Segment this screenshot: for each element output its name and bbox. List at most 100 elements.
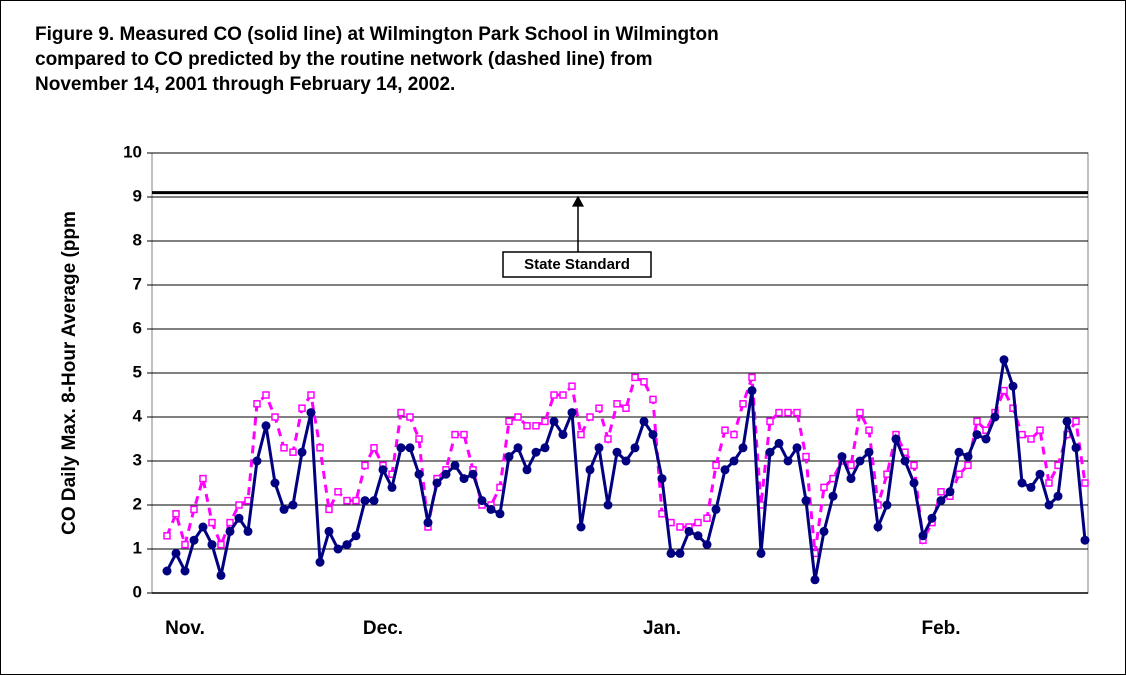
data-point [1026,482,1036,492]
data-point [262,391,270,399]
data-point [684,526,694,536]
data-point [855,456,865,466]
data-point [784,408,792,417]
data-point [226,518,234,527]
data-point [243,526,253,536]
data-point [324,526,334,536]
data-point [550,391,558,399]
data-point [990,412,1000,422]
data-point [450,460,460,470]
data-point [343,496,351,505]
data-point [1018,430,1026,439]
data-point [909,478,919,488]
data-point [261,421,271,431]
data-point [387,482,397,492]
data-point [613,400,621,408]
data-point [712,461,720,470]
x-tick-label: Nov. [165,618,205,639]
data-point [748,373,756,382]
data-point [900,456,910,466]
y-tick-label: 10 [123,142,142,161]
y-tick-label: 1 [133,538,142,557]
data-point [1044,500,1054,510]
title-line: compared to CO predicted by the routine … [35,49,653,70]
data-point [558,430,568,440]
arrow-head [572,195,584,207]
data-point [873,522,883,532]
data-point [531,447,541,457]
data-point [496,483,504,492]
data-point [819,526,829,536]
data-point [495,509,505,519]
y-tick-label: 7 [133,274,142,293]
data-point [1008,381,1018,391]
data-point [405,443,415,453]
data-point [585,465,595,475]
data-point [631,373,639,382]
data-point [325,505,333,514]
data-point [280,444,288,452]
data-point [891,434,901,444]
data-point [693,531,703,541]
data-point [711,504,721,514]
data-point [865,426,873,434]
data-point [432,478,442,488]
data-point [774,438,784,448]
data-point [441,469,451,479]
data-point [1081,479,1089,487]
data-point [1017,478,1027,488]
data-point [199,474,207,483]
data-point [792,443,802,453]
data-point [1000,386,1008,395]
data-point [244,496,252,505]
data-point [846,474,856,484]
data-point [594,443,604,453]
data-point [459,474,469,484]
data-point [522,465,532,475]
data-point [1072,417,1080,426]
data-point [837,452,847,462]
data-point [612,447,622,457]
data-point [621,456,631,466]
title-line: Figure 9. Measured CO (solid line) at Wi… [35,24,719,45]
data-point [927,513,937,523]
data-point [577,430,585,439]
data-point [783,456,793,466]
data-point [225,526,235,536]
annotation-box [502,251,652,278]
data-point [576,522,586,532]
data-point [828,491,838,501]
data-point [414,469,424,479]
data-point [505,417,513,426]
data-point [315,557,325,567]
data-point [910,461,918,470]
data-point [720,465,730,475]
figure-title: Figure 9. Measured CO (solid line) at Wi… [35,22,719,97]
data-point [378,465,388,475]
data-point [972,430,982,440]
data-point [864,447,874,457]
title-line: November 14, 2001 through February 14, 2… [35,74,456,95]
data-point [163,532,171,540]
data-point [847,461,855,470]
data-point [1071,443,1081,453]
data-point [739,400,747,408]
data-point [1035,469,1045,479]
data-point [216,570,226,580]
y-tick-label: 9 [133,186,142,205]
data-point [567,408,577,418]
data-point [973,417,981,426]
data-point [657,474,667,484]
data-point [307,391,315,399]
data-point [207,540,217,550]
data-point [649,395,657,404]
data-point [756,548,766,558]
data-point [856,408,864,417]
data-point [640,378,648,386]
data-point [351,531,361,541]
data-point [342,540,352,550]
data-point [513,443,523,453]
data-point [955,470,963,478]
data-point [702,540,712,550]
data-point [334,488,342,496]
